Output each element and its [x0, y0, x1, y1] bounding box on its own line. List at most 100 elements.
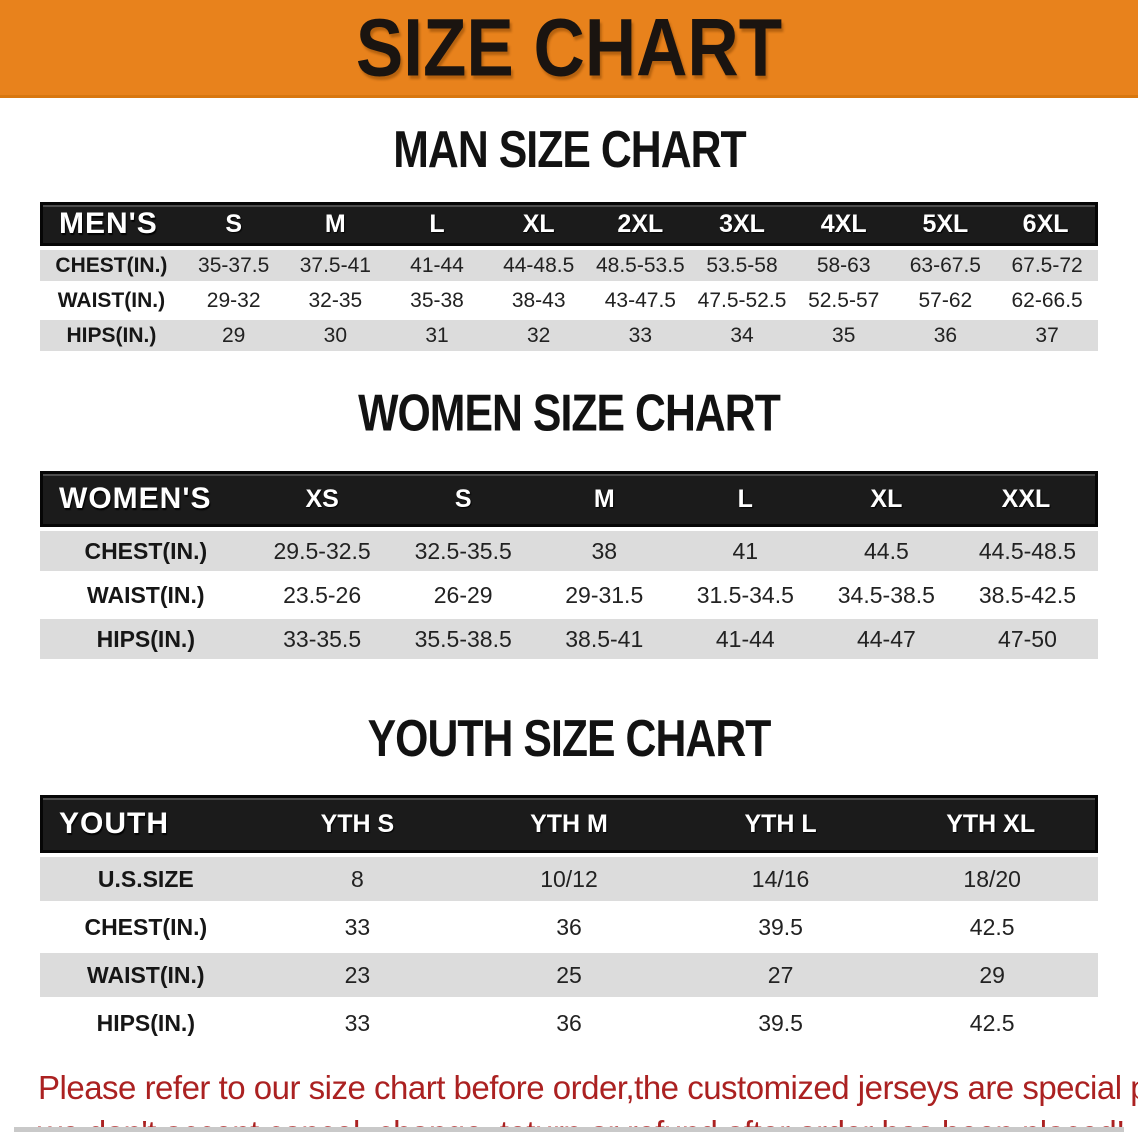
size-column-header: YTH L — [674, 795, 887, 853]
size-column-header: L — [386, 202, 488, 246]
measurement-row-label: CHEST(IN.) — [40, 531, 252, 571]
measurement-value-cell: 37 — [996, 320, 1098, 351]
table-corner-label: MEN'S — [40, 202, 183, 246]
youth-section-heading: YOUTH SIZE CHART — [0, 709, 1138, 773]
measurement-value-cell: 33-35.5 — [251, 619, 393, 659]
size-column-header: 5XL — [894, 202, 997, 246]
measurement-value-cell: 23 — [251, 953, 464, 997]
measurement-value-cell: 44-48.5 — [487, 250, 590, 281]
men-size-section: MAN SIZE CHART MEN'S S M L XL 2XL 3XL 4XL 5XL 6XL… — [0, 120, 1138, 355]
measurement-row-label: WAIST(IN.) — [40, 575, 252, 615]
men-section-heading-text: MAN SIZE CHART — [392, 120, 746, 179]
measurement-value-cell: 57-62 — [894, 285, 997, 316]
bottom-divider — [14, 1127, 1124, 1132]
size-column-header: M — [284, 202, 387, 246]
measurement-row: WAIST(IN.) 23 25 27 29 — [40, 953, 1098, 997]
measurement-row-label: HIPS(IN.) — [40, 619, 252, 659]
men-section-heading: MAN SIZE CHART — [0, 120, 1138, 184]
measurement-value-cell: 62-66.5 — [996, 285, 1098, 316]
measurement-value-cell: 41-44 — [386, 250, 488, 281]
measurement-value-cell: 47.5-52.5 — [691, 285, 793, 316]
measurement-value-cell: 39.5 — [674, 905, 887, 949]
measurement-row: CHEST(IN.) 29.5-32.5 32.5-35.5 38 41 44.5 44.5… — [40, 531, 1098, 571]
table-header-row: MEN'S S M L XL 2XL 3XL 4XL 5XL 6XL — [40, 202, 1098, 246]
table-corner-label: YOUTH — [40, 795, 252, 853]
table-corner-label: WOMEN'S — [40, 471, 252, 527]
measurement-value-cell: 35-37.5 — [182, 250, 285, 281]
measurement-value-cell: 44.5-48.5 — [956, 531, 1098, 571]
measurement-value-cell: 30 — [284, 320, 387, 351]
size-column-header: YTH M — [463, 795, 675, 853]
measurement-value-cell: 29 — [886, 953, 1098, 997]
measurement-value-cell: 38 — [533, 531, 675, 571]
measurement-value-cell: 33 — [589, 320, 692, 351]
measurement-value-cell: 32-35 — [284, 285, 387, 316]
measurement-value-cell: 67.5-72 — [996, 250, 1098, 281]
measurement-value-cell: 43-47.5 — [589, 285, 692, 316]
measurement-value-cell: 29-32 — [182, 285, 285, 316]
measurement-value-cell: 27 — [674, 953, 887, 997]
measurement-row: U.S.SIZE 8 10/12 14/16 18/20 — [40, 857, 1098, 901]
measurement-row-label: CHEST(IN.) — [40, 250, 183, 281]
measurement-row: WAIST(IN.) 29-32 32-35 35-38 38-43 43-47.5 47.… — [40, 285, 1098, 316]
measurement-value-cell: 42.5 — [886, 905, 1098, 949]
measurement-row-label: HIPS(IN.) — [40, 320, 183, 351]
women-section-heading: WOMEN SIZE CHART — [0, 383, 1138, 447]
measurement-value-cell: 38.5-41 — [533, 619, 675, 659]
measurement-value-cell: 32.5-35.5 — [392, 531, 534, 571]
disclaimer-line-1: Please refer to our size chart before or… — [38, 1069, 1138, 1106]
measurement-value-cell: 23.5-26 — [251, 575, 393, 615]
measurement-value-cell: 44-47 — [815, 619, 957, 659]
measurement-row: CHEST(IN.) 33 36 39.5 42.5 — [40, 905, 1098, 949]
measurement-value-cell: 44.5 — [815, 531, 957, 571]
measurement-value-cell: 33 — [251, 1001, 464, 1045]
measurement-value-cell: 58-63 — [792, 250, 895, 281]
size-column-header: XL — [487, 202, 590, 246]
youth-section-heading-text: YOUTH SIZE CHART — [367, 709, 772, 768]
measurement-row: HIPS(IN.) 33 36 39.5 42.5 — [40, 1001, 1098, 1045]
measurement-value-cell: 36 — [463, 905, 675, 949]
measurement-row: HIPS(IN.) 29 30 31 32 33 34 35 36 37 — [40, 320, 1098, 351]
measurement-value-cell: 63-67.5 — [894, 250, 997, 281]
measurement-row-label: U.S.SIZE — [40, 857, 252, 901]
measurement-value-cell: 8 — [251, 857, 464, 901]
measurement-row-label: WAIST(IN.) — [40, 285, 183, 316]
size-column-header: S — [392, 471, 534, 527]
measurement-value-cell: 29.5-32.5 — [251, 531, 393, 571]
measurement-value-cell: 36 — [463, 1001, 675, 1045]
measurement-value-cell: 38.5-42.5 — [956, 575, 1098, 615]
size-column-header: XS — [251, 471, 393, 527]
disclaimer: Please refer to our size chart before or… — [38, 1065, 1138, 1132]
size-column-header: 4XL — [792, 202, 895, 246]
measurement-value-cell: 34.5-38.5 — [815, 575, 957, 615]
table-header-row: YOUTH YTH S YTH M YTH L YTH XL — [40, 795, 1098, 853]
youth-size-section: YOUTH SIZE CHART YOUTH YTH S YTH M YTH L YTH… — [0, 709, 1138, 1049]
measurement-row: CHEST(IN.) 35-37.5 37.5-41 41-44 44-48.5 48.5… — [40, 250, 1098, 281]
measurement-value-cell: 32 — [487, 320, 590, 351]
measurement-value-cell: 14/16 — [674, 857, 887, 901]
size-column-header: YTH XL — [886, 795, 1098, 853]
size-column-header: M — [533, 471, 675, 527]
measurement-value-cell: 26-29 — [392, 575, 534, 615]
measurement-value-cell: 47-50 — [956, 619, 1098, 659]
women-size-section: WOMEN SIZE CHART WOMEN'S XS S M L XL XXL CHEST(… — [0, 383, 1138, 663]
measurement-value-cell: 29 — [182, 320, 285, 351]
size-column-header: XL — [815, 471, 957, 527]
size-column-header: S — [182, 202, 285, 246]
measurement-value-cell: 36 — [894, 320, 997, 351]
measurement-value-cell: 42.5 — [886, 1001, 1098, 1045]
measurement-value-cell: 31 — [386, 320, 488, 351]
measurement-value-cell: 35-38 — [386, 285, 488, 316]
measurement-value-cell: 53.5-58 — [691, 250, 793, 281]
measurement-value-cell: 41 — [674, 531, 816, 571]
measurement-value-cell: 39.5 — [674, 1001, 887, 1045]
measurement-row-label: WAIST(IN.) — [40, 953, 252, 997]
size-column-header: 6XL — [996, 202, 1098, 246]
measurement-value-cell: 41-44 — [674, 619, 816, 659]
measurement-value-cell: 10/12 — [463, 857, 675, 901]
size-column-header: YTH S — [251, 795, 464, 853]
measurement-value-cell: 48.5-53.5 — [589, 250, 692, 281]
measurement-value-cell: 25 — [463, 953, 675, 997]
measurement-value-cell: 31.5-34.5 — [674, 575, 816, 615]
measurement-value-cell: 34 — [691, 320, 793, 351]
